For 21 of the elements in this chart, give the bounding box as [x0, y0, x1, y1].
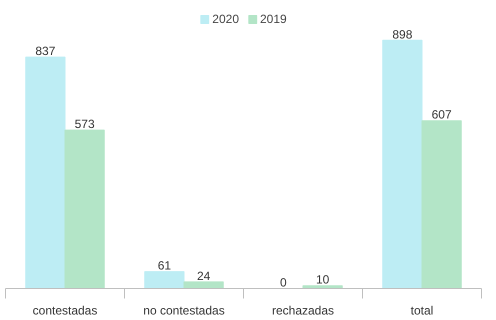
bar: [64, 130, 105, 288]
data-label: 24: [196, 268, 211, 283]
x-tick-label: total: [410, 304, 434, 318]
bar: [25, 56, 66, 288]
data-label: 607: [432, 108, 452, 122]
x-tick-label: no contestadas: [143, 304, 225, 318]
data-label: 10: [316, 272, 330, 287]
bar: [382, 40, 422, 288]
data-label: 898: [392, 27, 413, 42]
legend-label: 2020: [212, 12, 239, 26]
data-label: 837: [35, 44, 56, 58]
bar: [302, 285, 343, 288]
bar: [184, 281, 224, 288]
data-label: 61: [158, 258, 172, 273]
data-label: 573: [74, 117, 95, 132]
x-tick-label: rechazadas: [272, 304, 334, 318]
x-tick-label: contestadas: [32, 304, 98, 318]
bar: [144, 271, 184, 288]
data-label: 0: [280, 276, 288, 290]
legend-label: 2019: [260, 12, 287, 26]
bar: [422, 120, 462, 288]
